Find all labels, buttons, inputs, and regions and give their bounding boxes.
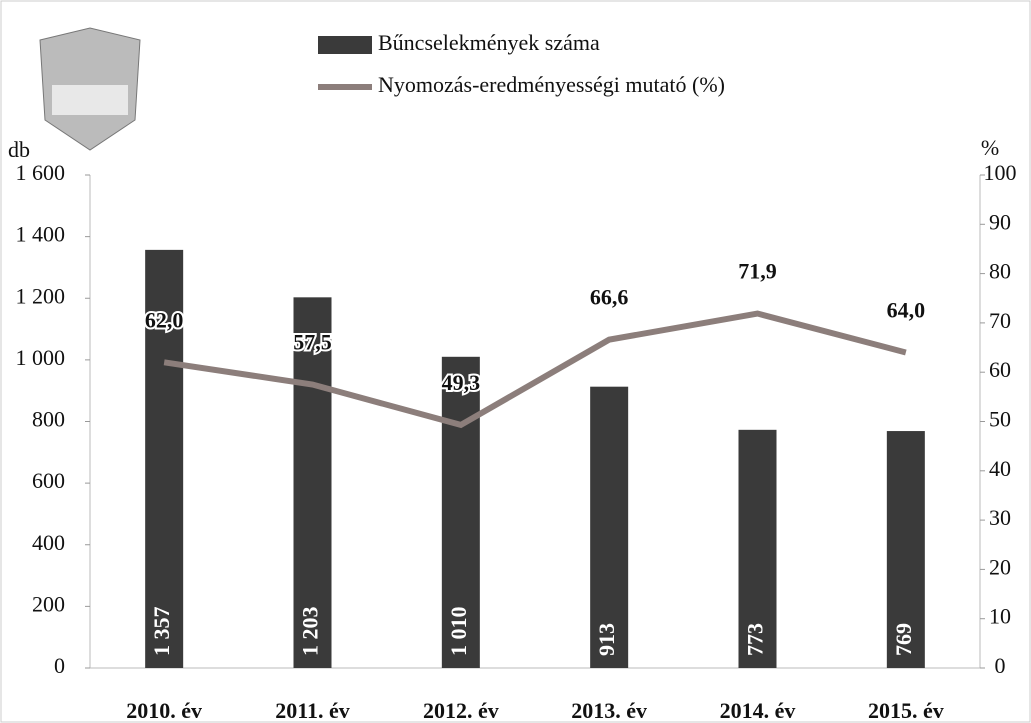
y2-tick-label: 40 [989,456,1011,481]
line-value-label: 49,3 [442,370,481,395]
bar [145,249,184,668]
bar [590,386,629,668]
y2-tick-label: 80 [989,259,1011,284]
y2-tick-label: 10 [989,604,1011,629]
y-tick-label: 600 [32,468,65,493]
line-value-label: 64,0 [887,298,926,323]
y-tick-label: 1 400 [16,222,66,247]
bar-value-label: 1 357 [149,607,174,657]
y2-tick-label: 50 [989,407,1011,432]
y2-tick-label: 30 [989,505,1011,530]
x-tick-label: 2014. év [720,698,796,723]
bar-value-label: 913 [594,623,619,656]
line [163,310,907,429]
x-tick-label: 2015. év [868,698,944,723]
bar-value-label: 1 203 [298,607,323,657]
y-tick-label: 200 [32,591,65,616]
bar-value-label: 1 010 [446,607,471,657]
legend-swatch [318,36,372,54]
logo [39,27,141,151]
bar [738,429,777,668]
line-value-label: 66,6 [590,285,629,310]
x-tick-label: 2012. év [423,698,499,723]
bar [886,431,925,668]
bar-value-label: 769 [891,623,916,656]
y-tick-label: 1 600 [16,160,66,185]
y-tick-label: 0 [54,653,65,678]
y2-tick-label: 90 [989,209,1011,234]
legend-label: Bűncselekmények száma [378,30,600,55]
y2-tick-label: 20 [989,554,1011,579]
line-value-label: 71,9 [738,259,777,284]
y2-tick-label: 60 [989,357,1011,382]
y-axis-label: db [8,137,30,162]
y-tick-label: 800 [32,407,65,432]
line-value-label: 57,5 [293,330,332,355]
y-tick-label: 1 000 [16,345,66,370]
bar [441,356,480,668]
y2-tick-label: 100 [984,160,1017,185]
x-tick-label: 2013. év [571,698,647,723]
x-tick-label: 2011. év [275,698,350,723]
bar [293,297,332,668]
y-tick-label: 1 200 [16,283,66,308]
x-tick-label: 2010. év [126,698,202,723]
y2-axis-label: % [981,135,999,160]
bar-value-label: 773 [743,623,768,656]
y-tick-label: 400 [32,530,65,555]
legend-label: Nyomozás-eredményességi mutató (%) [378,72,725,97]
y2-tick-label: 0 [995,653,1006,678]
line-value-label: 62,0 [145,307,184,332]
y2-tick-label: 70 [989,308,1011,333]
